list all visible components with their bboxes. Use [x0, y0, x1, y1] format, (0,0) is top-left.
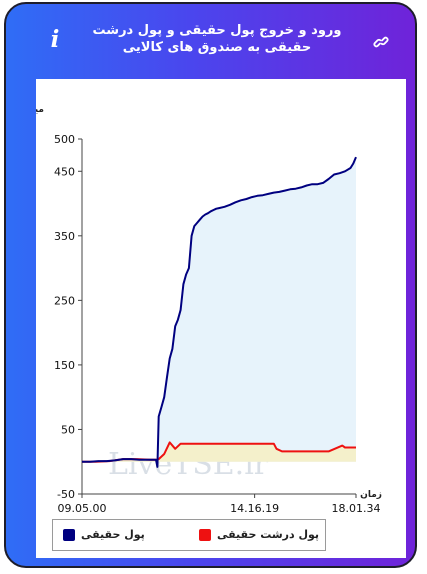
y-tick-label: 150: [54, 359, 75, 372]
series-area-1: [82, 442, 356, 462]
chart-panel: میلیارد تومان LiveTSE.ir 500450350250150…: [36, 79, 406, 558]
y-tick-label: 450: [54, 165, 75, 178]
x-axis-label: زمان: [360, 490, 382, 500]
y-tick-label: 350: [54, 230, 75, 243]
y-tick-label: 500: [54, 133, 75, 146]
series-area-0: [82, 157, 356, 467]
legend-item-big-real-money[interactable]: پول درشت حقیقی: [199, 528, 319, 542]
chart-card: ورود و خروج پول حقیقی و پول درشت حقیقی ب…: [4, 2, 417, 568]
y-tick-label: 50: [61, 423, 75, 436]
y-axis-label: میلیارد تومان: [36, 105, 44, 115]
link-icon[interactable]: [373, 34, 389, 50]
chart-title: ورود و خروج پول حقیقی و پول درشت حقیقی ب…: [92, 23, 342, 55]
x-tick-label: 14.16.19: [230, 502, 279, 515]
legend-label-real-money: پول حقیقی: [81, 528, 145, 541]
y-tick-label: -50: [57, 488, 75, 501]
chart-plot: میلیارد تومان LiveTSE.ir 500450350250150…: [36, 105, 382, 515]
legend-swatch-real-money: [63, 529, 75, 541]
chart-legend: پول حقیقی پول درشت حقیقی: [52, 519, 326, 551]
info-icon[interactable]: i: [50, 26, 60, 53]
series-line-0: [82, 156, 357, 468]
y-tick-label: 250: [54, 294, 75, 307]
legend-swatch-big-real-money: [199, 529, 211, 541]
legend-label-big-real-money: پول درشت حقیقی: [217, 528, 320, 541]
legend-item-real-money[interactable]: پول حقیقی: [63, 528, 163, 542]
x-tick-label: 18.01.34: [332, 502, 381, 515]
x-tick-label: 09.05.00: [58, 502, 107, 515]
